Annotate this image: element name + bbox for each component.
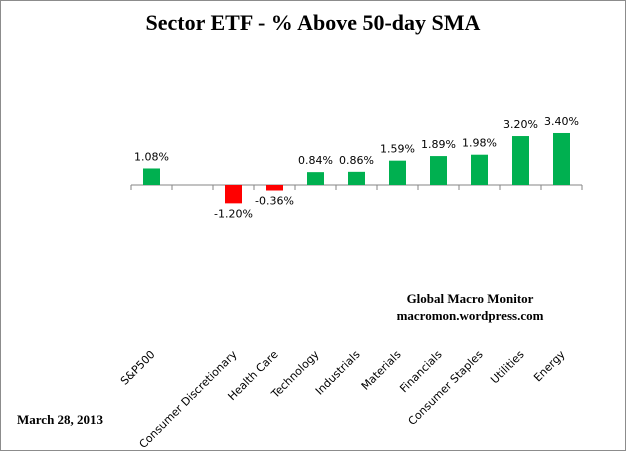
- category-label: S&P500: [118, 348, 158, 388]
- bar: [143, 168, 160, 185]
- data-label: 3.20%: [503, 118, 538, 131]
- category-label: Energy: [531, 348, 568, 385]
- data-label: 0.86%: [339, 154, 374, 167]
- data-label: 1.98%: [462, 137, 497, 150]
- bar: [512, 136, 529, 185]
- source-line-2: macromon.wordpress.com: [396, 308, 544, 323]
- data-label: 1.59%: [380, 143, 415, 156]
- data-label: 3.40%: [544, 115, 579, 128]
- category-label: Industrials: [313, 348, 363, 398]
- category-label: Utilities: [488, 348, 527, 387]
- bar: [430, 156, 447, 185]
- bar: [266, 185, 283, 191]
- bar: [389, 160, 406, 185]
- bar: [348, 171, 365, 185]
- category-label: Consumer Staples: [406, 348, 486, 428]
- data-label: 1.89%: [421, 138, 456, 151]
- data-label: 1.08%: [134, 150, 169, 163]
- bar: [307, 172, 324, 185]
- source-credit: Global Macro Monitor macromon.wordpress.…: [370, 290, 570, 324]
- data-label: 0.84%: [298, 154, 333, 167]
- chart-title: Sector ETF - % Above 50-day SMA: [145, 10, 481, 35]
- data-label: -1.20%: [214, 207, 253, 220]
- data-label: -0.36%: [255, 195, 294, 208]
- chart-date: March 28, 2013: [17, 412, 104, 427]
- source-line-1: Global Macro Monitor: [406, 291, 534, 306]
- bar: [471, 154, 488, 185]
- bar: [553, 132, 570, 185]
- category-label: Consumer Discretionary: [137, 348, 240, 451]
- bar: [225, 185, 242, 204]
